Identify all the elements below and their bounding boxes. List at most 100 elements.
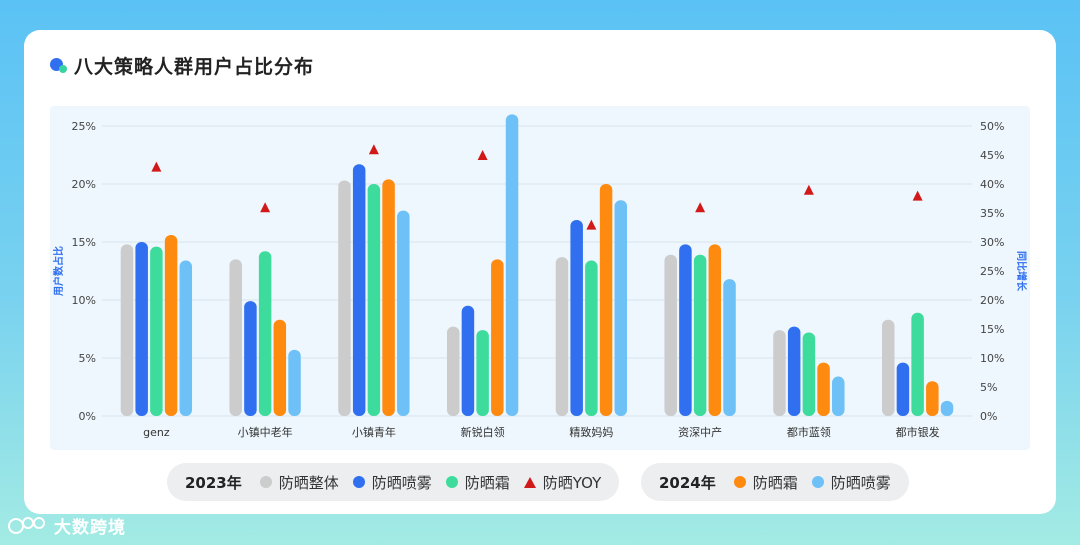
bar: [461, 305, 475, 416]
y-tick-label: 15%: [72, 236, 96, 249]
y-right-tick-label: 20%: [980, 294, 1004, 307]
legend-label: 防晒YOY: [542, 473, 602, 492]
bar: [693, 254, 707, 416]
y-right-tick-label: 50%: [980, 120, 1004, 133]
chart-title: 八大策略人群用户占比分布: [74, 56, 315, 78]
x-tick-label: 精致妈妈: [569, 425, 613, 439]
legend-dot-icon: [811, 476, 824, 488]
y-tick-label: 25%: [72, 120, 96, 133]
legend-label: 防晒整体: [278, 473, 339, 492]
yoy-marker: [151, 161, 162, 172]
legend-2023: 2023年 防晒整体 防晒喷雾 防晒霜 防晒YOY: [167, 463, 620, 501]
yoy-marker: [695, 202, 706, 213]
bar: [150, 246, 163, 416]
bar: [926, 381, 939, 416]
y-right-tick-label: 30%: [980, 236, 1004, 249]
y-tick-label: 10%: [72, 294, 96, 307]
x-tick-label: 都市蓝领: [787, 425, 831, 439]
bar: [555, 257, 569, 416]
x-tick-label: 小镇青年: [352, 425, 396, 439]
yoy-marker: [368, 144, 379, 155]
legend-label: 防晒喷雾: [830, 473, 891, 492]
bar: [382, 179, 395, 416]
bar: [288, 349, 301, 416]
x-tick-label: 资深中产: [678, 425, 722, 439]
bar: [164, 235, 178, 416]
bar: [491, 259, 504, 416]
bar: [787, 326, 801, 416]
bar: [614, 200, 628, 416]
yoy-marker: [477, 150, 488, 160]
bar: [911, 312, 924, 416]
bar: [570, 219, 583, 416]
y-right-axis-label: 同比增长: [1015, 251, 1028, 292]
yoy-marker: [586, 219, 597, 230]
legend-dot-icon: [445, 476, 458, 488]
legend-dot-icon: [733, 476, 746, 488]
legend-2023-item-3: 防晒YOY: [523, 472, 602, 493]
y-right-tick-label: 15%: [980, 323, 1004, 336]
brand-logo-icon: [8, 516, 45, 534]
legend-dot-icon: [259, 476, 272, 488]
bar: [229, 259, 242, 416]
y-right-tick-label: 0%: [980, 410, 997, 423]
bar: [664, 254, 677, 416]
y-right-tick-label: 35%: [980, 207, 1004, 220]
bar: [476, 330, 489, 416]
bar: [179, 260, 193, 416]
legend-triangle-icon: [523, 476, 536, 488]
title-dots-icon: [50, 58, 68, 74]
bar: [896, 362, 910, 416]
bar: [773, 330, 786, 416]
bar: [446, 326, 460, 416]
legend-dot-icon: [352, 476, 365, 488]
bar: [599, 184, 613, 416]
legend-year-2023: 2023年: [185, 473, 242, 492]
yoy-marker: [912, 190, 923, 201]
bar: [585, 260, 598, 416]
bar: [802, 332, 816, 416]
bar: [367, 184, 381, 416]
y-tick-label: 5%: [79, 352, 96, 365]
yoy-marker: [803, 184, 814, 195]
brand-watermark: 大数跨境: [8, 513, 126, 538]
bar-chart: 0% 5% 10% 15% 20% 25% 0% 5% 10% 15% 20% 25% 30% 35% 40…: [52, 114, 1028, 439]
y-right-tick-label: 40%: [980, 178, 1004, 191]
bar: [258, 251, 272, 416]
legend-label: 防晒喷雾: [371, 473, 432, 492]
legend-2024-item-1: 防晒喷雾: [811, 472, 891, 493]
y-tick-label: 20%: [72, 178, 96, 191]
plot-background: [50, 106, 1030, 450]
bar: [881, 319, 895, 416]
y-right-tick-label: 5%: [980, 381, 997, 394]
legend-label: 防晒霜: [464, 473, 510, 492]
legend-2024-item-0: 防晒霜: [733, 472, 798, 493]
x-tick-label: genz: [143, 426, 170, 439]
bar: [273, 319, 287, 416]
brand-name: 大数跨境: [54, 518, 126, 538]
legend-2023-item-2: 防晒霜: [445, 472, 510, 493]
bar: [244, 301, 257, 416]
bar: [120, 244, 134, 416]
bar: [723, 279, 736, 416]
bar: [832, 376, 845, 416]
y-right-tick-label: 45%: [980, 149, 1004, 162]
bar: [817, 362, 830, 416]
x-tick-label: 小镇中老年: [238, 425, 293, 439]
bar: [338, 180, 351, 416]
x-tick-label: 新锐白领: [461, 425, 505, 439]
y-tick-label: 0%: [79, 410, 96, 423]
bar: [708, 244, 722, 416]
y-axis-label: 用户数占比: [52, 246, 65, 297]
legend-2024: 2024年 防晒霜 防晒喷雾: [641, 463, 909, 501]
legend-year-2024: 2024年: [659, 473, 716, 492]
legend-label: 防晒霜: [752, 473, 798, 492]
y-right-tick-label: 25%: [980, 265, 1004, 278]
chart-card: 八大策略人群用户占比分布 0% 5% 10% 15% 20% 25% 0% 5% 10% 15% 2…: [24, 30, 1056, 514]
legend-2023-item-0: 防晒整体: [259, 472, 339, 493]
bar: [352, 164, 366, 416]
y-right-tick-label: 10%: [980, 352, 1004, 365]
x-tick-label: 都市银发: [896, 425, 940, 439]
bar: [940, 400, 954, 416]
bar: [679, 244, 692, 416]
